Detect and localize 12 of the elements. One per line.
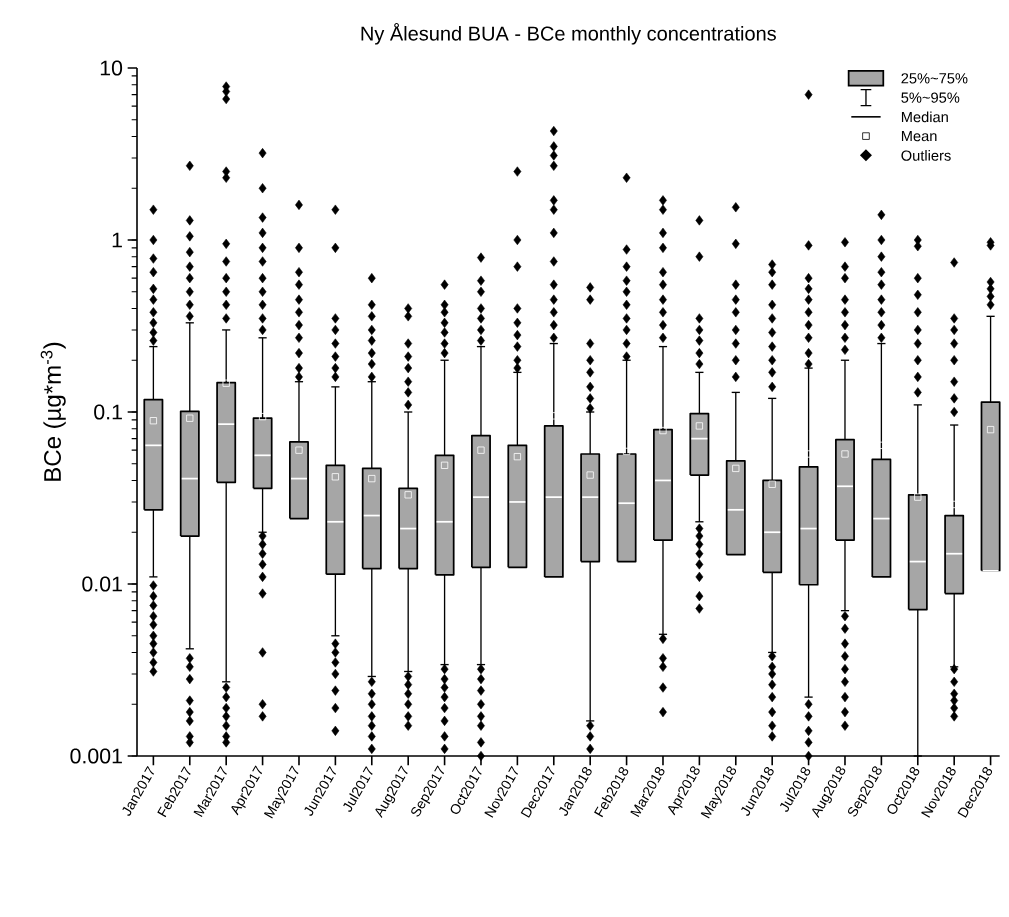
y-tick-label: 1 — [112, 232, 122, 248]
annotation: 25%~75% — [901, 73, 968, 84]
annotation: Outliers — [901, 149, 951, 161]
chart-title: Ny Ålesund BUA - BCe monthly concentrations — [361, 23, 776, 45]
y-tick-label: 0.001 — [70, 748, 122, 764]
y-tick-label: 10 — [100, 60, 123, 76]
annotation: 5%~95% — [901, 92, 960, 103]
annotation: Median — [901, 111, 948, 123]
y-tick-label: 0.1 — [94, 404, 122, 420]
y-tick-label: 0.01 — [82, 576, 122, 592]
y-axis-title: BCe (µg*m$^{-3}$) — [40, 342, 66, 481]
annotation: Mean — [901, 131, 937, 142]
